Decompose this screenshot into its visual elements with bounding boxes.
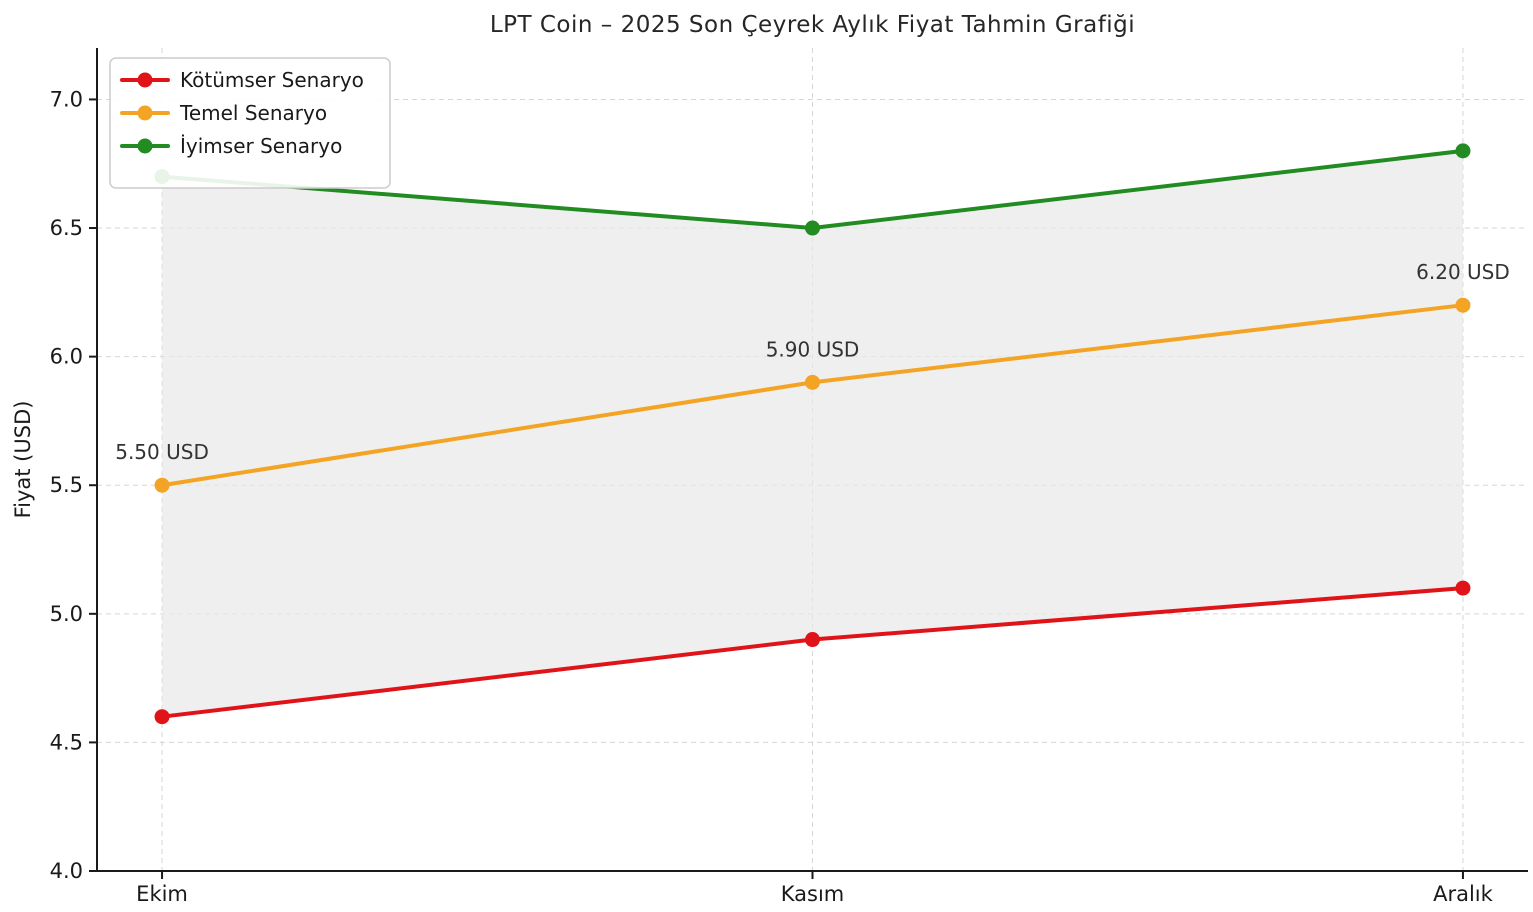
data-point-temel-senaryo [154,477,170,493]
data-point-temel-senaryo [1455,297,1471,313]
data-point-k-t-mser-senaryo [1455,580,1471,596]
annotation-price-label: 6.20 USD [1416,260,1510,284]
y-tick-label: 6.0 [50,345,83,369]
legend-box [109,57,391,189]
y-tick-label: 7.0 [50,87,83,111]
y-axis-title: Fiyat (USD) [11,401,35,519]
annotation-price-label: 5.90 USD [766,337,860,361]
y-tick-label: 5.5 [50,473,83,497]
y-tick-label: 6.5 [50,216,83,240]
data-point-i-yimser-senaryo [1455,143,1471,159]
chart-title: LPT Coin – 2025 Son Çeyrek Aylık Fiyat T… [489,12,1136,38]
x-tick-label: Aralık [1433,882,1494,906]
legend-marker-swatch [137,105,153,121]
y-tick-label: 5.0 [50,602,83,626]
legend-item-label: Kötümser Senaryo [180,68,364,92]
data-point-i-yimser-senaryo [805,220,820,236]
legend-marker-swatch [137,72,153,88]
x-tick-label: Ekim [136,882,188,906]
data-point-k-t-mser-senaryo [805,632,820,648]
data-point-k-t-mser-senaryo [154,709,170,725]
y-tick-label: 4.0 [50,859,83,883]
y-tick-label: 4.5 [50,730,83,754]
legend-item-label: Temel Senaryo [179,101,327,125]
data-point-temel-senaryo [805,374,820,390]
legend-marker-swatch [137,138,153,154]
annotation-price-label: 5.50 USD [115,440,209,464]
x-tick-label: Kasım [781,882,845,906]
legend-item-label: İyimser Senaryo [180,134,342,158]
scenario-range-band [162,150,1463,717]
